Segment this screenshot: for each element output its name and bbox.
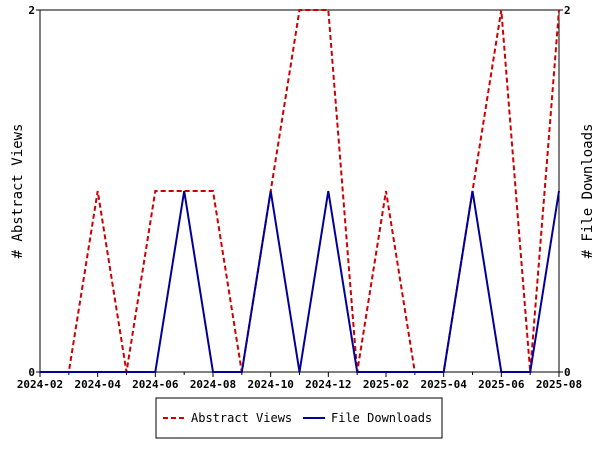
x-tick-label: 2024-08 <box>190 378 236 391</box>
legend-box <box>155 397 443 439</box>
series-line-abstract-views <box>40 9 560 373</box>
y2-tick-label: 0 <box>564 366 571 379</box>
legend: Abstract Views File Downloads <box>155 397 443 439</box>
x-tick-label: 2024-02 <box>17 378 63 391</box>
legend-label-abstract-views: Abstract Views <box>191 411 292 425</box>
x-axis: 2024-02 2024-04 2024-06 2024-08 2024-10 2024-… <box>17 372 582 391</box>
x-tick-label: 2024-10 <box>247 378 293 391</box>
y2-axis-title: # File Downloads <box>580 124 596 259</box>
y-tick-label: 0 <box>28 366 35 379</box>
y-tick-label: 2 <box>28 4 35 17</box>
legend-label-file-downloads: File Downloads <box>331 411 432 425</box>
x-tick-label: 2025-08 <box>536 378 582 391</box>
y-axis-left: 02 <box>28 4 40 379</box>
x-tick-label: 2025-06 <box>478 378 525 391</box>
x-tick-label: 2024-04 <box>74 378 121 391</box>
y2-tick-label: 2 <box>564 4 571 17</box>
x-tick-label: 2025-02 <box>363 378 409 391</box>
x-tick-label: 2024-06 <box>132 378 179 391</box>
series-layer <box>39 9 560 373</box>
series-line-file-downloads <box>40 190 560 373</box>
y-axis-right: 02 <box>559 4 571 379</box>
x-tick-label: 2024-12 <box>305 378 351 391</box>
y-axis-title: # Abstract Views <box>10 124 26 259</box>
x-tick-label: 2025-04 <box>420 378 467 391</box>
